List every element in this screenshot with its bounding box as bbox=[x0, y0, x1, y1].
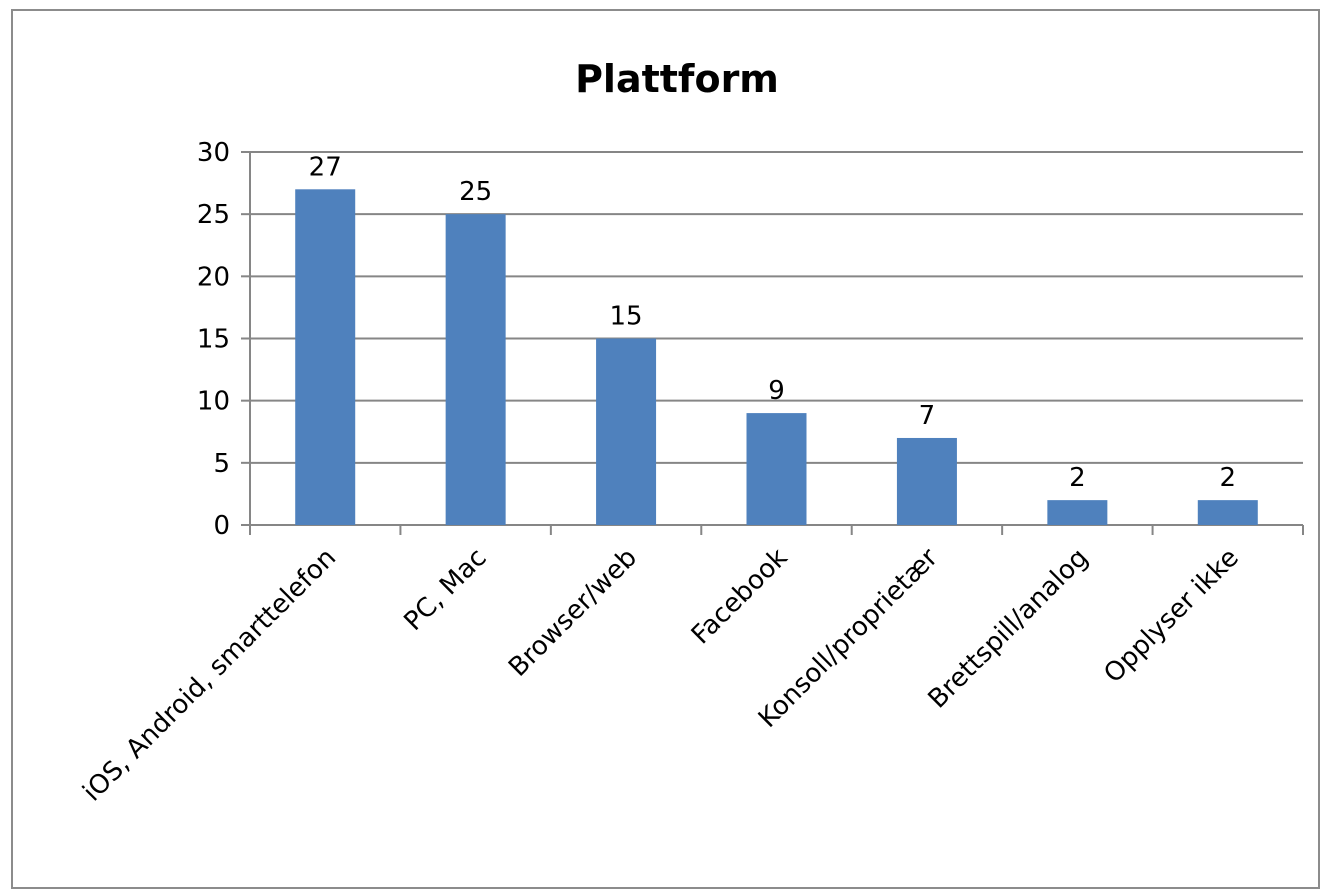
x-tick-label: PC, Mac bbox=[399, 543, 493, 637]
bar bbox=[1047, 500, 1108, 525]
bar bbox=[896, 437, 957, 525]
y-tick-label: 0 bbox=[213, 511, 230, 541]
data-label: 2 bbox=[1069, 463, 1086, 493]
gridlines bbox=[250, 151, 1303, 464]
y-tick-label: 25 bbox=[197, 200, 230, 230]
bar bbox=[1197, 500, 1258, 525]
y-tick-label: 30 bbox=[197, 138, 230, 168]
data-label: 15 bbox=[610, 302, 643, 332]
data-label: 9 bbox=[768, 376, 785, 406]
x-tick-label: Opplyser ikke bbox=[1098, 543, 1244, 689]
data-labels: 27 25 15 9 7 2 2 bbox=[309, 152, 1236, 493]
data-label: 7 bbox=[919, 401, 936, 431]
y-tick-label: 20 bbox=[197, 262, 230, 292]
chart-frame bbox=[11, 9, 1320, 889]
y-tick-labels: 0 5 10 15 20 25 30 bbox=[197, 138, 230, 541]
x-tick-labels: iOS, Android, smarttelefon PC, Mac Browser… bbox=[77, 543, 1244, 808]
y-tick-label: 5 bbox=[213, 449, 230, 479]
data-label: 25 bbox=[459, 177, 492, 207]
x-tick-label: Browser/web bbox=[503, 543, 643, 683]
y-tick-label: 15 bbox=[197, 325, 230, 355]
bar bbox=[596, 338, 657, 525]
data-label: 27 bbox=[309, 152, 342, 182]
data-label: 2 bbox=[1220, 463, 1237, 493]
bars bbox=[295, 189, 1258, 526]
bar bbox=[746, 413, 807, 525]
y-tick-label: 10 bbox=[197, 387, 230, 417]
bar bbox=[295, 189, 356, 526]
bar bbox=[445, 214, 506, 525]
chart-title: Plattform bbox=[575, 57, 779, 101]
x-tick-label: iOS, Android, smarttelefon bbox=[77, 543, 342, 808]
x-tick-label: Facebook bbox=[686, 543, 794, 651]
x-tick-label: Brettspill/analog bbox=[923, 543, 1095, 715]
